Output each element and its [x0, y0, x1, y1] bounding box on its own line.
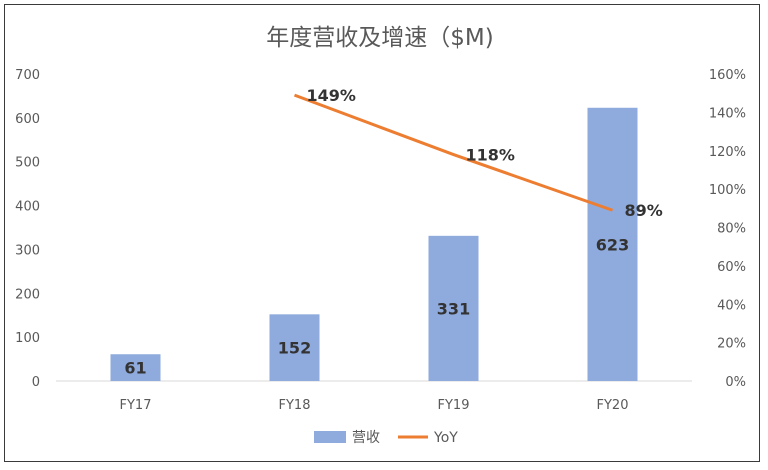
legend: 营收 YoY [314, 430, 458, 446]
x-tick-label: FY17 [120, 398, 152, 413]
left-tick-label: 400 [15, 200, 40, 215]
x-axis-labels: FY17 FY18 FY19 FY20 [120, 398, 629, 413]
right-tick-label: 0% [725, 375, 746, 390]
left-tick-label: 100 [15, 331, 40, 346]
left-tick-label: 300 [15, 243, 40, 258]
bar [428, 235, 479, 381]
right-tick-label: 40% [717, 298, 746, 313]
line-data-labels: 149% 118% 89% [307, 86, 663, 220]
line-data-label: 118% [466, 146, 515, 165]
line-data-label: 149% [307, 86, 356, 105]
x-tick-label: FY19 [438, 398, 470, 413]
bar [587, 107, 638, 382]
right-tick-label: 20% [717, 337, 746, 352]
bar-data-label: 152 [278, 339, 311, 358]
x-tick-label: FY18 [279, 398, 311, 413]
right-tick-label: 140% [709, 106, 746, 121]
left-tick-label: 500 [15, 156, 40, 171]
bar [110, 354, 161, 381]
legend-swatch-revenue [314, 431, 346, 443]
left-tick-label: 200 [15, 287, 40, 302]
bar-series [110, 107, 638, 382]
line-data-label: 89% [625, 201, 663, 220]
left-tick-label: 600 [15, 112, 40, 127]
right-tick-label: 160% [709, 68, 746, 83]
right-axis-ticks: 0% 20% 40% 60% 80% 100% 120% 140% 160% [709, 68, 746, 390]
right-tick-label: 100% [709, 183, 746, 198]
line-series [293, 93, 613, 212]
legend-label-yoy: YoY [433, 430, 458, 446]
legend-label-revenue: 营收 [352, 430, 380, 446]
right-tick-label: 60% [717, 260, 746, 275]
bar [269, 314, 320, 381]
bar-data-label: 623 [596, 235, 629, 254]
left-axis-ticks: 0 100 200 300 400 500 600 700 [15, 68, 40, 390]
bar-data-labels: 61 152 331 623 [124, 235, 629, 377]
bar-data-label: 331 [437, 299, 470, 318]
left-tick-label: 0 [32, 375, 40, 390]
right-tick-label: 120% [709, 145, 746, 160]
yoy-line [293, 93, 613, 212]
x-tick-label: FY20 [597, 398, 629, 413]
bar-data-label: 61 [124, 359, 146, 378]
chart-title: 年度营收及增速（$M) [266, 25, 493, 51]
right-tick-label: 80% [717, 222, 746, 237]
left-tick-label: 700 [15, 68, 40, 83]
